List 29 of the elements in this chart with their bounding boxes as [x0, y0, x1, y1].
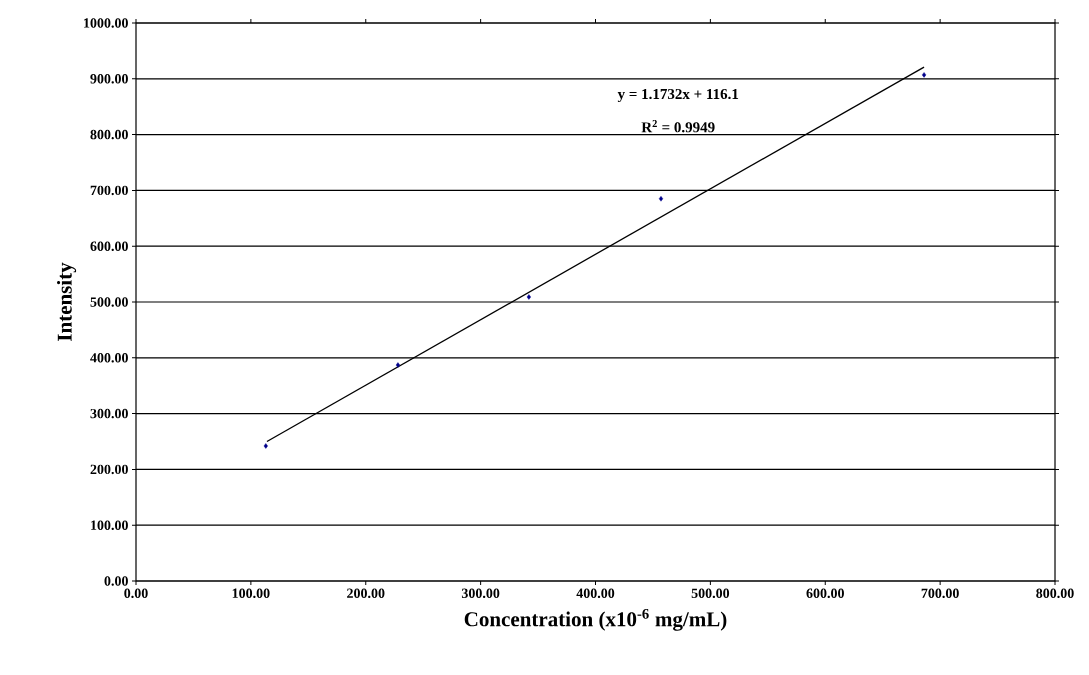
y-tick-label: 900.00 — [90, 74, 128, 84]
x-tick-label: 800.00 — [1036, 588, 1074, 599]
y-tick-label: 400.00 — [90, 353, 128, 363]
point — [526, 294, 531, 300]
y-tick-label: 500.00 — [90, 297, 128, 307]
point — [395, 362, 400, 368]
x-tick-label: 200.00 — [347, 588, 385, 599]
x-tick-label: 300.00 — [461, 588, 500, 599]
annotation: y = 1.1732x + 116.1 — [617, 88, 739, 103]
x-tick-label: 700.00 — [921, 588, 959, 599]
point — [921, 72, 927, 78]
x-tick-label: 0.00 — [124, 588, 148, 599]
x-tick-label: 400.00 — [576, 588, 615, 599]
y-tick-label: 100.00 — [91, 520, 128, 530]
point — [263, 443, 268, 449]
y-tick-label: 700.00 — [90, 185, 128, 196]
x-tick-label: 100.00 — [232, 588, 270, 599]
y-tick-label: 300.00 — [90, 408, 128, 419]
annotation: R$^{2}$ = 0.9949 — [641, 120, 715, 133]
x-tick-label: 500.00 — [691, 588, 730, 599]
y-tick-label: 200.00 — [90, 464, 128, 475]
x-axis-title: Concentration (x10$^{-6}$ mg/mL) — [464, 608, 727, 631]
y-tick-label: 800.00 — [90, 129, 128, 140]
y-axis-title: Intensity — [57, 262, 77, 341]
point — [658, 196, 664, 202]
y-tick-label: 600.00 — [90, 241, 128, 251]
y-tick-label: 1000.00 — [84, 18, 128, 28]
y-tick-label: 0.00 — [104, 576, 128, 586]
x-tick-label: 600.00 — [806, 588, 844, 599]
